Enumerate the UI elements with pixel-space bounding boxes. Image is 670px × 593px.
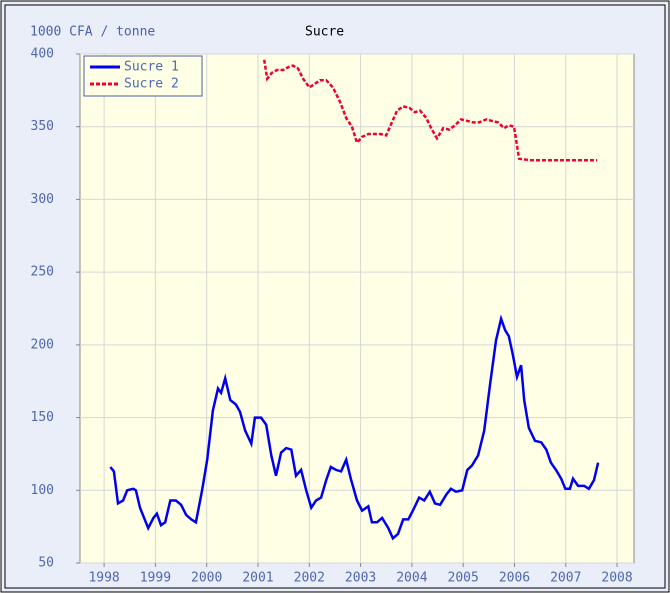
y-tick-label: 250 [31,265,54,280]
legend-box [83,55,203,97]
x-tick-label: 2001 [242,571,273,586]
legend-label: Sucre 2 [124,77,179,92]
x-tick-label: 2007 [550,571,581,586]
x-tick-label: 1999 [140,571,171,586]
plot-area [79,53,635,564]
x-tick-label: 2000 [191,571,222,586]
y-tick-label: 300 [31,192,54,207]
y-tick-label: 100 [31,483,54,498]
y-tick-label: 400 [31,47,54,62]
x-tick-label: 2005 [448,571,479,586]
x-tick-label: 2006 [499,571,530,586]
series-line [109,314,600,541]
y-tick-label: 200 [31,337,54,352]
chart-title: Sucre [305,25,344,40]
y-tick-label: 150 [31,410,54,425]
x-tick-label: 2004 [396,571,427,586]
x-tick-label: 1998 [88,571,119,586]
x-tick-label: 2002 [294,571,325,586]
x-tick-label: 2003 [345,571,376,586]
y-tick-label: 350 [31,119,54,134]
y-tick-label: 50 [38,556,54,571]
x-tick-label: 2008 [601,571,632,586]
inner-frame [4,4,666,589]
y-axis-label: 1000 CFA / tonne [30,25,155,40]
legend-label: Sucre 1 [124,60,179,75]
series-line [262,59,598,162]
